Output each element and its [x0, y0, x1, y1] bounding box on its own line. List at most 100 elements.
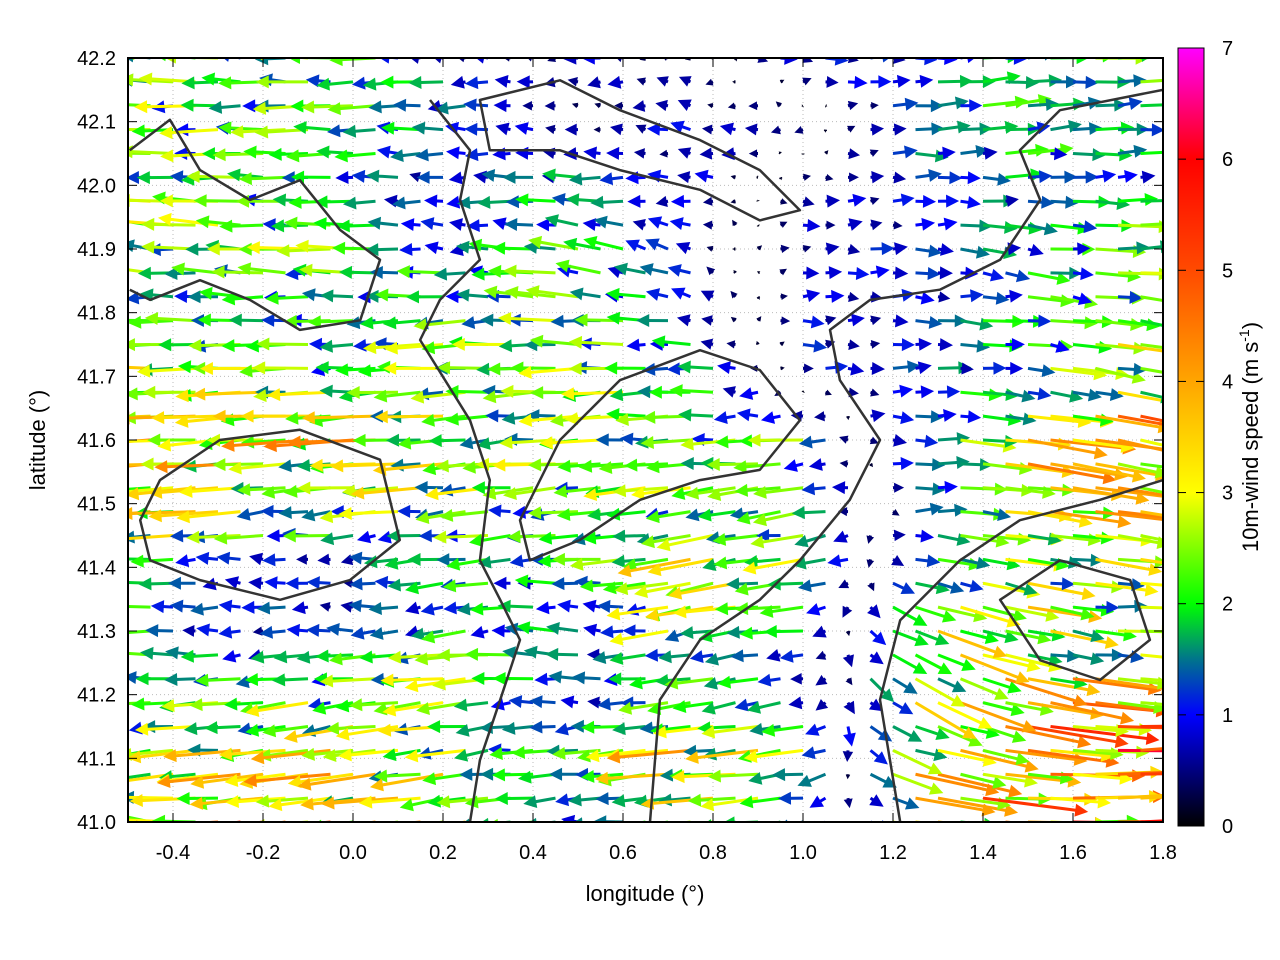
- wind-arrow: [750, 534, 804, 549]
- wind-arrow: [783, 459, 804, 472]
- wind-arrow-head: [848, 218, 863, 231]
- wind-arrow-shaft: [472, 652, 511, 657]
- wind-arrow-head: [893, 529, 906, 542]
- wind-arrow: [815, 674, 828, 686]
- wind-arrow-shaft: [265, 748, 309, 758]
- wind-arrow: [190, 602, 219, 616]
- wind-arrow-head: [628, 676, 643, 690]
- wind-arrow: [510, 361, 556, 375]
- wind-arrow-head: [1085, 170, 1099, 184]
- wind-arrow-shaft: [768, 725, 804, 733]
- wind-arrow: [766, 648, 781, 662]
- wind-arrow: [937, 266, 953, 280]
- wind-arrow-head: [391, 196, 406, 210]
- wind-arrow: [702, 220, 714, 230]
- wind-arrow-head: [201, 147, 215, 161]
- wind-arrow-head: [422, 772, 437, 786]
- wind-arrow-shaft: [1140, 795, 1163, 800]
- wind-arrow: [937, 217, 958, 231]
- wind-arrow: [915, 99, 944, 113]
- wind-arrow-head: [493, 99, 507, 113]
- wind-arrow-shaft: [505, 316, 556, 323]
- wind-arrow: [825, 266, 843, 280]
- wind-arrow: [1050, 119, 1082, 133]
- wind-arrow-head: [750, 535, 765, 549]
- wind-arrow-head: [410, 58, 420, 64]
- wind-arrow: [450, 75, 466, 89]
- wind-arrow-shaft: [641, 581, 691, 595]
- wind-arrow-head: [824, 150, 829, 155]
- wind-arrow-head: [783, 459, 798, 472]
- wind-arrow-shaft: [672, 677, 714, 686]
- wind-arrow-head: [763, 625, 777, 639]
- wind-arrow-head: [109, 214, 123, 227]
- wind-arrow-head: [810, 315, 825, 329]
- wind-arrow: [470, 625, 489, 639]
- wind-arrow-head: [1041, 364, 1056, 378]
- contour-line: [129, 118, 382, 332]
- wind-arrow: [1140, 103, 1163, 108]
- wind-arrow: [937, 533, 971, 546]
- wind-arrow-head: [128, 780, 129, 785]
- wind-arrow-head: [377, 723, 392, 737]
- wind-arrow-head: [523, 645, 538, 659]
- wind-arrow: [171, 262, 219, 276]
- wind-arrow: [779, 649, 804, 663]
- wind-arrow: [336, 219, 376, 233]
- wind-arrow-head: [1090, 629, 1105, 643]
- wind-arrow-head: [516, 75, 530, 89]
- wind-arrow: [892, 482, 905, 493]
- wind-arrow: [772, 768, 804, 782]
- wind-arrow: [847, 313, 865, 327]
- wind-arrow-head: [677, 147, 692, 159]
- wind-arrow: [466, 219, 489, 233]
- wind-arrow: [495, 122, 511, 136]
- wind-arrow-head: [167, 576, 181, 590]
- wind-arrow: [338, 265, 376, 279]
- wind-arrow-shaft: [128, 150, 174, 155]
- wind-arrow-head: [175, 389, 189, 403]
- wind-arrow-head: [848, 339, 860, 351]
- wind-arrow-head: [261, 313, 275, 327]
- wind-arrow: [635, 820, 668, 822]
- wind-arrow-head: [212, 409, 226, 423]
- wind-arrow: [1117, 748, 1163, 753]
- wind-arrow-head: [664, 629, 680, 642]
- wind-arrow-head: [842, 654, 854, 668]
- wind-arrow: [892, 123, 907, 136]
- wind-arrow: [845, 677, 853, 686]
- wind-arrow-shaft: [1140, 653, 1163, 659]
- wind-arrow-shaft: [444, 796, 489, 804]
- wind-arrow-head: [907, 360, 921, 374]
- wind-arrow: [503, 264, 556, 278]
- wind-arrow: [410, 58, 421, 64]
- wind-arrow-head: [555, 793, 570, 807]
- wind-arrow-head: [350, 626, 365, 640]
- wind-arrow: [960, 579, 984, 593]
- wind-arrow: [712, 532, 759, 546]
- wind-arrow: [491, 624, 511, 638]
- wind-arrow: [892, 411, 915, 425]
- wind-arrow-shaft: [692, 486, 736, 496]
- colorbar-gradient: [1177, 47, 1205, 827]
- wind-arrow-head: [381, 121, 395, 135]
- wind-arrow-head: [560, 695, 575, 709]
- wind-arrow: [399, 242, 421, 256]
- wind-arrow-head: [659, 768, 674, 782]
- wind-arrow-head: [602, 581, 617, 595]
- wind-arrow-head: [801, 105, 804, 107]
- wind-arrow: [527, 506, 579, 520]
- wind-arrow: [597, 599, 624, 613]
- wind-arrow-head: [595, 771, 609, 785]
- wind-arrow-shaft: [226, 748, 286, 756]
- wind-arrow-head: [645, 238, 660, 251]
- wind-arrow-shaft: [335, 104, 376, 111]
- wind-arrow: [128, 414, 129, 417]
- wind-arrow-head: [869, 463, 874, 468]
- wind-arrow: [960, 99, 983, 113]
- wind-arrow-shaft: [740, 462, 781, 469]
- wind-arrow-head: [482, 487, 497, 500]
- wind-arrow: [937, 338, 954, 352]
- wind-arrow-head: [202, 577, 217, 591]
- wind-arrow-head: [851, 313, 865, 327]
